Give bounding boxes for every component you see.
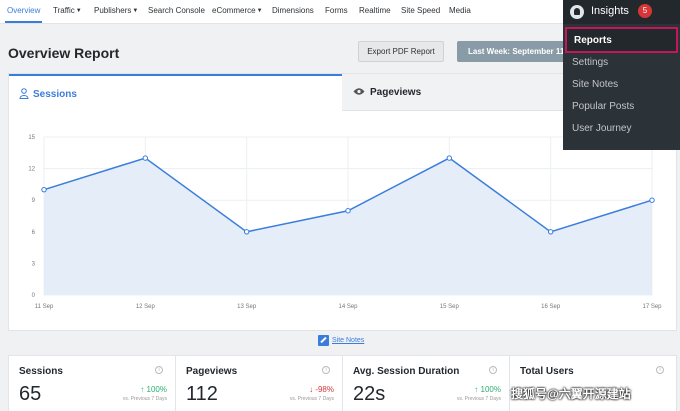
x-tick-label: 15 Sep bbox=[440, 304, 460, 310]
x-tick-label: 16 Sep bbox=[541, 304, 561, 310]
y-tick-label: 0 bbox=[32, 293, 36, 299]
info-icon[interactable]: i bbox=[155, 366, 163, 374]
y-tick-label: 15 bbox=[28, 135, 35, 141]
x-tick-label: 12 Sep bbox=[136, 304, 156, 310]
metric-title: Avg. Session Duration bbox=[353, 366, 460, 377]
watermark: 搜狐号@六翼开源建站 bbox=[511, 387, 631, 401]
x-tick-label: 14 Sep bbox=[338, 304, 358, 310]
export-pdf-button[interactable]: Export PDF Report bbox=[358, 41, 444, 62]
info-icon[interactable]: i bbox=[322, 366, 330, 374]
data-point bbox=[547, 229, 554, 235]
metric-value: 22s bbox=[353, 383, 386, 405]
metric-compare: vs. Previous 7 Days bbox=[122, 396, 167, 402]
admin-bar-insights[interactable]: Insights 5 bbox=[563, 0, 680, 24]
nav-media[interactable]: Media bbox=[449, 6, 471, 15]
metric-value: 112 bbox=[186, 383, 218, 405]
nav-forms[interactable]: Forms bbox=[325, 6, 348, 15]
info-icon[interactable]: i bbox=[656, 366, 664, 374]
metric-title: Sessions bbox=[19, 366, 63, 377]
y-tick-label: 6 bbox=[32, 230, 36, 236]
data-point bbox=[446, 155, 453, 161]
data-point bbox=[142, 155, 149, 161]
metric-title: Pageviews bbox=[186, 366, 238, 377]
chevron-down-icon: ▼ bbox=[75, 8, 82, 14]
date-range-button[interactable]: Last Week: September 11 - bbox=[457, 41, 567, 62]
metric-sessions: Sessions i 65 ↑ 100% vs. Previous 7 Days bbox=[9, 356, 176, 411]
x-tick-label: 13 Sep bbox=[237, 304, 257, 310]
metric-total-users: Total Users i bbox=[510, 356, 676, 411]
menu-item-reports[interactable]: Reports bbox=[565, 27, 678, 53]
user-icon bbox=[19, 88, 29, 102]
menu-item-popular-posts[interactable]: Popular Posts bbox=[572, 101, 635, 112]
y-tick-label: 3 bbox=[32, 261, 36, 267]
page-title: Overview Report bbox=[8, 45, 120, 61]
arrow-up-icon: ↑ bbox=[140, 385, 147, 394]
x-tick-label: 17 Sep bbox=[642, 304, 662, 310]
chevron-down-icon: ▼ bbox=[256, 8, 263, 14]
tab-pageviews-label: Pageviews bbox=[370, 87, 422, 98]
metric-avg-session-duration: Avg. Session Duration i 22s ↑ 100% vs. P… bbox=[343, 356, 510, 411]
site-notes-label: Site Notes bbox=[332, 337, 365, 344]
tab-sessions[interactable]: Sessions bbox=[9, 74, 342, 111]
nav-realtime[interactable]: Realtime bbox=[359, 6, 391, 15]
nav-publishers[interactable]: Publishers▼ bbox=[94, 6, 139, 15]
active-tab-indicator bbox=[5, 21, 42, 23]
info-icon[interactable]: i bbox=[489, 366, 497, 374]
chevron-down-icon: ▼ bbox=[132, 8, 139, 14]
monsterinsights-logo-icon bbox=[570, 5, 584, 19]
metric-change: ↑ 100% bbox=[140, 385, 167, 394]
nav-ecommerce[interactable]: eCommerce▼ bbox=[212, 6, 263, 15]
y-tick-label: 9 bbox=[32, 198, 36, 204]
site-notes-link[interactable]: Site Notes bbox=[318, 335, 364, 347]
metric-value: 65 bbox=[19, 383, 42, 405]
metric-pageviews: Pageviews i 112 ↓ -98% vs. Previous 7 Da… bbox=[176, 356, 343, 411]
insights-label: Insights bbox=[591, 5, 629, 17]
nav-overview[interactable]: Overview bbox=[7, 6, 41, 15]
data-point bbox=[649, 197, 655, 203]
y-tick-label: 12 bbox=[28, 167, 35, 173]
data-point bbox=[243, 229, 250, 235]
nav-dimensions[interactable]: Dimensions bbox=[272, 6, 314, 15]
metric-change: ↑ 100% bbox=[474, 385, 501, 394]
pencil-icon bbox=[318, 335, 329, 346]
notification-badge: 5 bbox=[638, 4, 652, 18]
x-tick-label: 11 Sep bbox=[35, 304, 54, 310]
nav-site-speed[interactable]: Site Speed bbox=[401, 6, 441, 15]
nav-search-console[interactable]: Search Console bbox=[148, 6, 205, 15]
data-point bbox=[41, 186, 47, 193]
nav-traffic[interactable]: Traffic▼ bbox=[53, 6, 82, 15]
metric-compare: vs. Previous 7 Days bbox=[289, 396, 334, 402]
sessions-area-chart: 0 3 6 9 12 15 11 Sep 12 Sep 13 Sep 14 Sep 15 Sep 16… bbox=[28, 135, 662, 310]
menu-item-site-notes[interactable]: Site Notes bbox=[572, 79, 619, 90]
metrics-row: Sessions i 65 ↑ 100% vs. Previous 7 Days… bbox=[8, 355, 677, 411]
eye-icon bbox=[353, 87, 365, 99]
data-point bbox=[345, 208, 351, 214]
menu-item-settings[interactable]: Settings bbox=[572, 57, 609, 68]
arrow-up-icon: ↑ bbox=[474, 385, 481, 394]
metric-change: ↓ -98% bbox=[309, 385, 334, 394]
tab-sessions-label: Sessions bbox=[33, 89, 77, 100]
metric-title: Total Users bbox=[520, 366, 574, 377]
menu-item-user-journey[interactable]: User Journey bbox=[572, 123, 632, 134]
metric-compare: vs. Previous 7 Days bbox=[456, 396, 501, 402]
insights-dropdown-menu: Reports Settings Site Notes Popular Post… bbox=[563, 24, 680, 150]
series-area bbox=[44, 158, 652, 295]
arrow-down-icon: ↓ bbox=[309, 385, 316, 394]
